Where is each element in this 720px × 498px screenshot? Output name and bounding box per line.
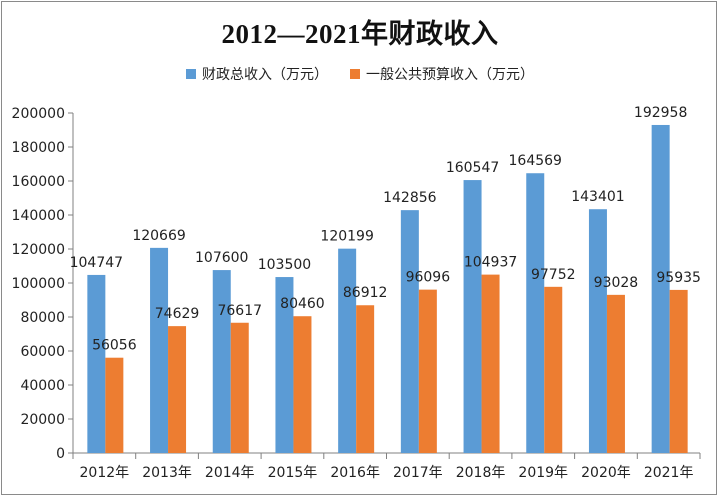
y-tick-label: 80000 (20, 310, 65, 326)
y-tick-label: 20000 (20, 412, 65, 428)
chart-title: 2012—2021年财政收入 (221, 19, 499, 49)
data-label-total: 142856 (383, 190, 437, 206)
bar-total (338, 248, 357, 453)
data-label-total: 107600 (195, 250, 248, 266)
bar-total (463, 180, 482, 453)
bar-total (526, 173, 545, 453)
data-label-budget: 56056 (92, 338, 137, 354)
bar-budget (168, 326, 187, 453)
x-tick-label: 2016年 (330, 465, 380, 481)
bar-budget (544, 286, 563, 453)
legend-label-budget: 一般公共预算收入（万元） (366, 67, 534, 83)
y-tick-label: 120000 (12, 242, 65, 258)
data-label-budget: 95935 (656, 270, 701, 286)
y-tick-label: 60000 (20, 344, 65, 360)
data-label-total: 192958 (634, 105, 687, 121)
legend-swatch-budget (350, 69, 360, 79)
bar-total (588, 209, 607, 453)
data-label-budget: 93028 (594, 275, 639, 291)
legend-item-total: 财政总收入（万元） (186, 64, 328, 84)
bar-total (651, 124, 670, 453)
x-tick-label: 2017年 (393, 465, 443, 481)
x-tick-label: 2013年 (142, 465, 192, 481)
bar-budget (669, 289, 688, 453)
y-tick-label: 0 (56, 446, 65, 462)
x-tick-label: 2021年 (644, 465, 694, 481)
data-label-budget: 97752 (531, 267, 576, 283)
bar-total (150, 247, 169, 453)
data-label-budget: 96096 (406, 270, 451, 286)
bar-total (212, 270, 231, 453)
bar-budget (230, 322, 249, 453)
bar-total (87, 274, 106, 453)
data-label-total: 143401 (571, 189, 624, 205)
x-tick-label: 2012年 (80, 465, 130, 481)
bar-budget (606, 294, 625, 453)
y-tick-label: 200000 (12, 106, 65, 122)
data-label-total: 164569 (509, 153, 562, 169)
bar-budget (418, 289, 437, 453)
data-label-budget: 76617 (217, 303, 262, 319)
bar-budget (105, 357, 124, 453)
data-label-budget: 104937 (464, 255, 517, 271)
y-tick-label: 140000 (12, 208, 65, 224)
data-label-budget: 80460 (280, 296, 325, 312)
y-tick-label: 100000 (12, 276, 65, 292)
x-tick-label: 2015年 (268, 465, 318, 481)
data-label-budget: 74629 (155, 306, 200, 322)
x-tick-label: 2020年 (581, 465, 631, 481)
bar-budget (293, 316, 312, 453)
bar-budget (356, 305, 375, 453)
legend: 财政总收入（万元） 一般公共预算收入（万元） (0, 64, 720, 84)
data-label-total: 120199 (320, 229, 373, 245)
x-tick-label: 2014年 (205, 465, 255, 481)
data-label-total: 104747 (70, 255, 123, 271)
legend-item-budget: 一般公共预算收入（万元） (350, 64, 534, 84)
data-label-budget: 86912 (343, 285, 388, 301)
bar-budget (481, 274, 500, 453)
bar-total (400, 210, 419, 453)
data-label-total: 120669 (132, 228, 185, 244)
x-tick-label: 2018年 (456, 465, 506, 481)
x-tick-label: 2019年 (518, 465, 568, 481)
legend-swatch-total (186, 69, 196, 79)
bar-total (275, 277, 294, 453)
legend-label-total: 财政总收入（万元） (202, 67, 328, 83)
y-tick-label: 180000 (12, 140, 65, 156)
data-label-total: 103500 (258, 257, 311, 273)
y-tick-label: 40000 (20, 378, 65, 394)
data-label-total: 160547 (446, 160, 499, 176)
y-tick-label: 160000 (12, 174, 65, 190)
